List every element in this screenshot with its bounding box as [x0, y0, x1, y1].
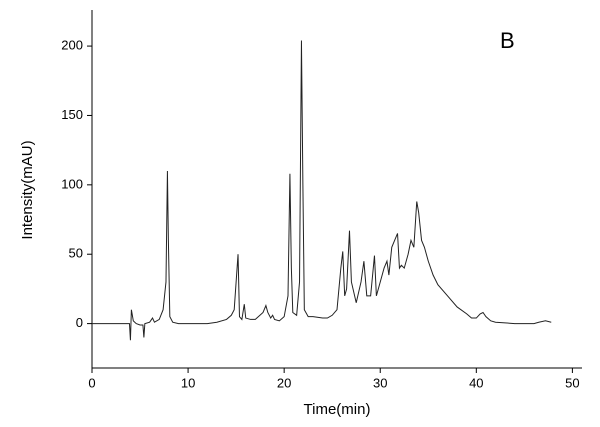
- y-tick-label: 200: [61, 38, 83, 53]
- x-tick-label: 0: [88, 375, 95, 390]
- x-axis-label: Time(min): [304, 401, 371, 418]
- x-tick-label: 30: [373, 375, 387, 390]
- panel-label: B: [500, 28, 515, 53]
- y-tick-label: 100: [61, 176, 83, 191]
- x-tick-label: 50: [565, 375, 579, 390]
- y-tick-label: 150: [61, 107, 83, 122]
- y-axis-label: Intensity(mAU): [19, 140, 36, 239]
- x-tick-label: 10: [181, 375, 195, 390]
- trace: [92, 40, 552, 341]
- x-tick-label: 20: [277, 375, 291, 390]
- y-tick-label: 50: [69, 246, 83, 261]
- y-tick-label: 0: [76, 315, 83, 330]
- x-tick-label: 40: [469, 375, 483, 390]
